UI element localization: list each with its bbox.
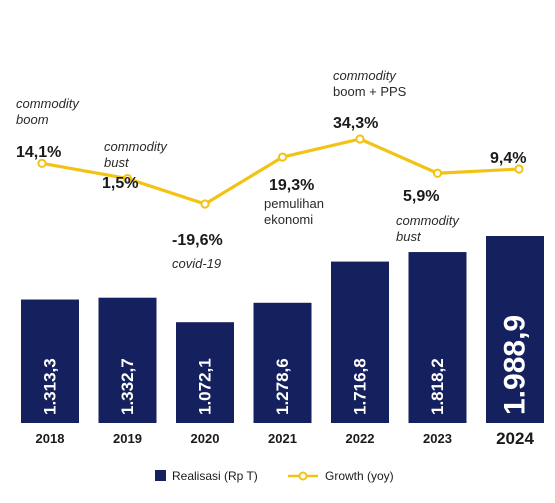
bar-2022 bbox=[331, 261, 389, 423]
x-tick-label-2018: 2018 bbox=[36, 431, 65, 446]
growth-value-label-2018: 14,1% bbox=[16, 144, 61, 161]
growth-value-label-2023: 5,9% bbox=[403, 188, 439, 205]
bar-value-label-2023: 1.818,2 bbox=[428, 358, 447, 415]
annotation-2021-line-1: ekonomi bbox=[264, 212, 313, 227]
legend-line-marker bbox=[298, 471, 308, 481]
bar-value-label-2024: 1.988,9 bbox=[499, 315, 532, 415]
x-tick-label-2019: 2019 bbox=[113, 431, 142, 446]
annotation-2022-line-0: commodity bbox=[333, 68, 397, 83]
legend-label-growth: Growth (yoy) bbox=[325, 469, 394, 483]
growth-value-label-2024: 9,4% bbox=[490, 150, 526, 167]
growth-value-label-2019: 1,5% bbox=[102, 175, 138, 192]
x-tick-label-2024: 2024 bbox=[496, 429, 534, 448]
bar-2019 bbox=[98, 297, 157, 423]
annotation-2018-line-0: commodity bbox=[16, 96, 80, 111]
bar-value-label-2022: 1.716,8 bbox=[351, 358, 370, 415]
bar-value-label-2019: 1.332,7 bbox=[118, 358, 137, 415]
x-tick-label-2022: 2022 bbox=[346, 431, 375, 446]
bar-2023 bbox=[408, 252, 467, 423]
growth-point-2022 bbox=[355, 134, 365, 144]
bar-value-label-2018: 1.313,3 bbox=[41, 358, 60, 415]
growth-point-2020 bbox=[200, 199, 210, 209]
bar-2024 bbox=[486, 236, 544, 423]
bar-2020 bbox=[176, 322, 234, 423]
annotation-2021-line-0: pemulihan bbox=[264, 196, 324, 211]
x-tick-label-2023: 2023 bbox=[423, 431, 452, 446]
bars-layer bbox=[21, 236, 544, 423]
annotation-2019-line-1: bust bbox=[104, 155, 130, 170]
growth-point-2023 bbox=[432, 168, 443, 178]
growth-point-2024 bbox=[514, 164, 524, 174]
growth-point-2019 bbox=[122, 173, 133, 184]
bar-2018 bbox=[21, 299, 79, 423]
annotation-2020-line-0: covid-19 bbox=[172, 256, 221, 271]
growth-point-2018 bbox=[37, 158, 47, 168]
x-tick-label-2020: 2020 bbox=[191, 431, 220, 446]
growth-line-layer bbox=[37, 134, 524, 209]
annotation-2022-line-1: boom + PPS bbox=[333, 84, 407, 99]
labels-layer: 1.313,3 2018 1.332,7 2019 1.072,1 2020 1.278,6… bbox=[16, 68, 534, 448]
growth-value-label-2022: 34,3% bbox=[333, 115, 378, 132]
bar-value-label-2021: 1.278,6 bbox=[273, 358, 292, 415]
growth-value-label-2021: 19,3% bbox=[269, 177, 314, 194]
annotation-2019-line-0: commodity bbox=[104, 139, 168, 154]
x-tick-label-2021: 2021 bbox=[268, 431, 297, 446]
legend-label-realisasi: Realisasi (Rp T) bbox=[172, 469, 258, 483]
growth-point-2021 bbox=[277, 152, 288, 162]
annotation-2023-line-1: bust bbox=[396, 229, 422, 244]
legend-bar-swatch bbox=[155, 470, 166, 481]
legend: Realisasi (Rp T) Growth (yoy) bbox=[155, 469, 394, 483]
annotation-2018-line-1: boom bbox=[16, 112, 49, 127]
bar-value-label-2020: 1.072,1 bbox=[196, 358, 215, 415]
bar-2021 bbox=[253, 302, 312, 423]
growth-value-label-2020: -19,6% bbox=[172, 232, 223, 249]
annotation-2023-line-0: commodity bbox=[396, 213, 460, 228]
